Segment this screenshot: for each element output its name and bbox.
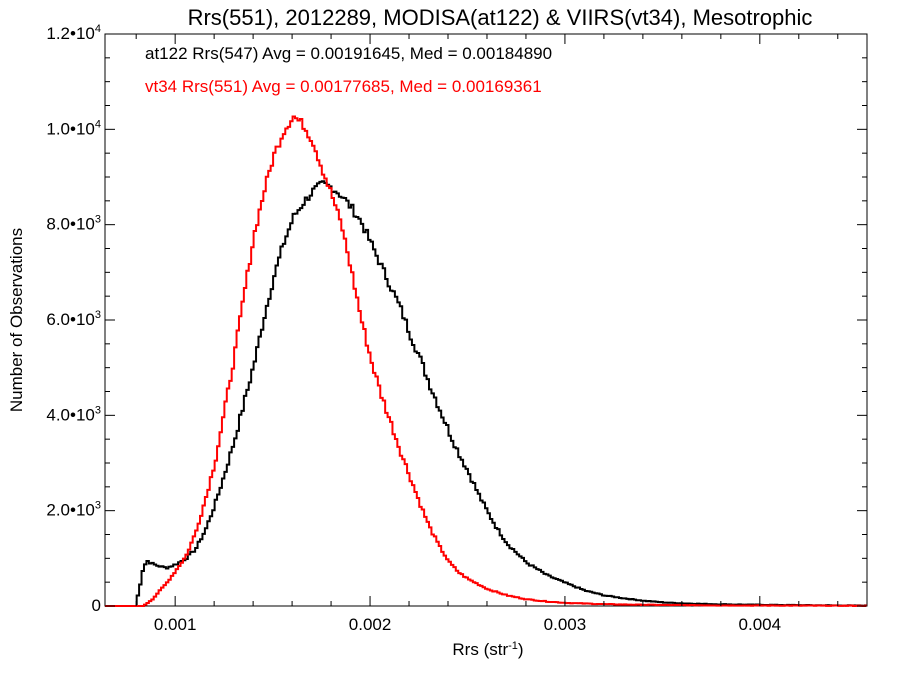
x-tick-label: 0.004 — [739, 615, 782, 634]
y-tick-label: 4.0•103 — [46, 404, 101, 424]
axis-layer: 0 2.0•103 4.0•103 6.0•103 8.0•103 1.0•104 1.2•… — [46, 23, 867, 634]
series-line-vt34 — [105, 115, 867, 607]
plot-area — [104, 33, 868, 607]
chart-title: Rrs(551), 2012289, MODISA(at122) & VIIRS… — [188, 5, 813, 30]
series-line-at122 — [105, 180, 867, 607]
x-axis-label: Rrs (str-1) — [452, 640, 523, 659]
y-tick-label: 1.2•104 — [46, 23, 101, 43]
annotation-line-black: at122 Rrs(547) Avg = 0.00191645, Med = 0… — [145, 44, 552, 63]
y-axis-label: Number of Observations — [7, 228, 26, 412]
y-tick-label: 8.0•103 — [46, 214, 101, 234]
annotation-line-red: vt34 Rrs(551) Avg = 0.00177685, Med = 0.… — [145, 77, 542, 96]
plot-frame — [104, 33, 868, 607]
y-tick-label: 6.0•103 — [46, 309, 101, 329]
y-tick-label: 1.0•104 — [46, 118, 101, 138]
y-tick-label: 0 — [92, 596, 101, 615]
x-tick-label: 0.002 — [349, 615, 392, 634]
x-tick-label: 0.001 — [154, 615, 197, 634]
y-tick-label: 2.0•103 — [46, 500, 101, 520]
series-layer — [105, 115, 867, 607]
x-tick-label: 0.003 — [544, 615, 587, 634]
